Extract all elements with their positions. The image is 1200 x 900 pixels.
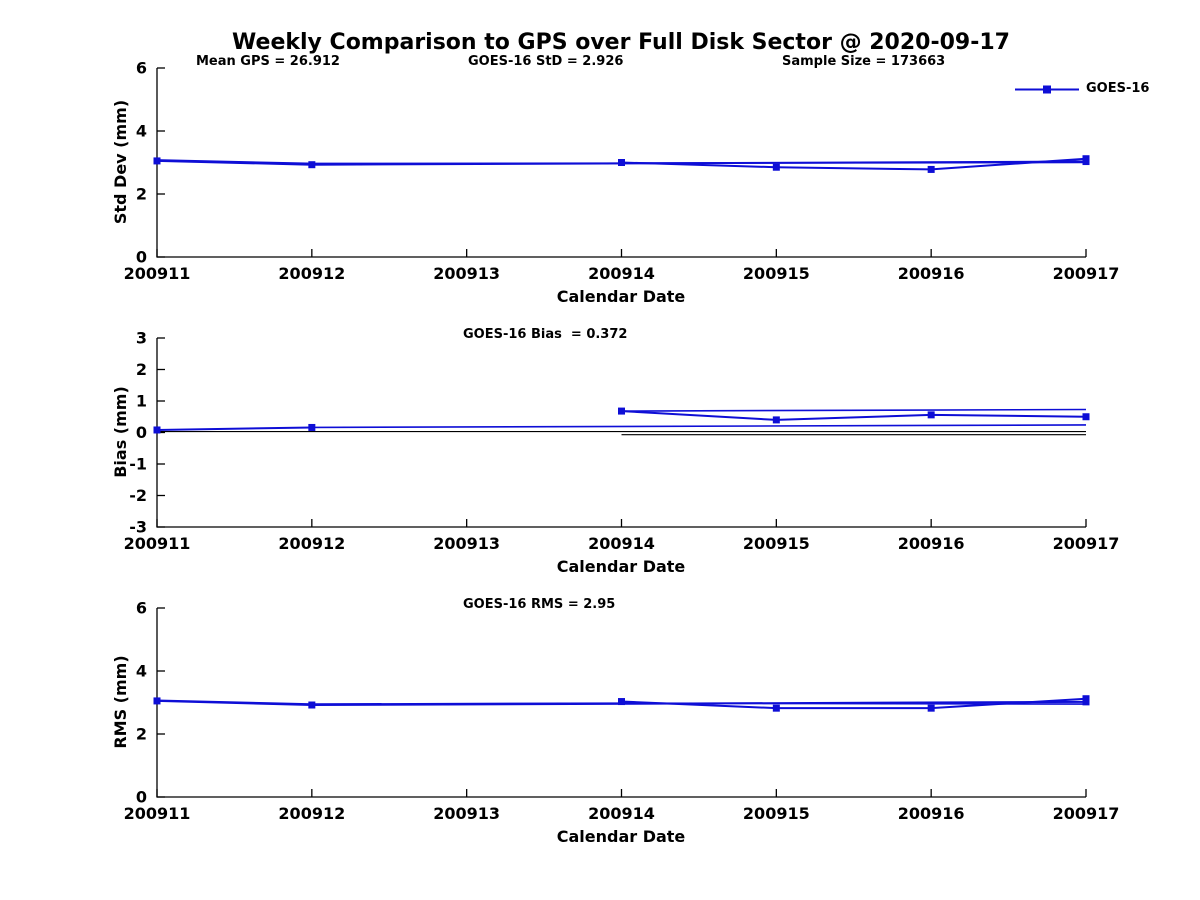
subplot-bias: -3 -2 -1 0 1 2 3 200911 200912 200913 200914 200915… — [124, 329, 1120, 554]
x-tick-label: 200916 — [898, 264, 965, 283]
y-tick-label: -1 — [129, 455, 147, 474]
x-tick-label: 200911 — [124, 804, 191, 823]
x-tick-label: 200914 — [588, 534, 655, 553]
x-tick-label: 200917 — [1053, 534, 1120, 553]
series-line-goes-16-week1-trace — [156, 159, 1087, 165]
x-tick-label: 200915 — [743, 804, 810, 823]
data-point-marker — [618, 159, 625, 166]
y-axis-label-std-dev: Std Dev (mm) — [110, 99, 130, 225]
y-tick-label: -2 — [129, 486, 147, 505]
data-point-marker — [927, 165, 935, 173]
x-tick-label: 200916 — [898, 534, 965, 553]
series-line-goes-16-week2-trace — [621, 408, 1087, 412]
y-axis-label-rms: RMS (mm) — [110, 655, 130, 749]
series-line-goes-16-week2 — [621, 157, 1087, 171]
page-title: Weekly Comparison to GPS over Full Disk … — [232, 30, 1010, 55]
series-line-goes-16-week1 — [156, 426, 312, 431]
y-tick-label: 2 — [136, 185, 147, 204]
data-point-marker — [927, 704, 935, 712]
y-tick-label: 4 — [136, 662, 147, 681]
y-tick-label: 2 — [136, 360, 147, 379]
y-tick-label: 2 — [136, 725, 147, 744]
x-tick-label: 200914 — [588, 264, 655, 283]
x-tick-label: 200912 — [278, 534, 345, 553]
data-point-marker — [618, 698, 625, 706]
series-line-goes-16-week2 — [621, 697, 1087, 710]
data-point-marker — [772, 704, 780, 712]
y-tick-label: 6 — [136, 599, 147, 618]
y-tick-label: 6 — [136, 59, 147, 78]
data-point-marker — [153, 426, 161, 434]
series-line-goes-16-week2 — [621, 410, 1087, 421]
y-tick-label: 0 — [136, 248, 147, 267]
y-axis-label-bias: Bias (mm) — [110, 386, 130, 478]
x-axis-label-3: Calendar Date — [556, 827, 686, 846]
annotation-mean-gps: Mean GPS = 26.912 — [196, 54, 340, 69]
x-tick-label: 200914 — [588, 804, 655, 823]
data-point-marker — [927, 411, 935, 419]
x-tick-label: 200913 — [433, 804, 500, 823]
data-point-marker — [1082, 413, 1090, 421]
y-tick-label: 0 — [136, 423, 147, 442]
series-line-goes-16-week1-trace — [311, 424, 1087, 429]
x-tick-label: 200913 — [433, 534, 500, 553]
y-tick-label: 1 — [136, 392, 147, 411]
legend-square-marker — [1043, 85, 1051, 94]
y-tick-label: 0 — [136, 788, 147, 807]
annotation-sample-size: Sample Size = 173663 — [782, 54, 946, 69]
y-tick-label: -3 — [129, 518, 147, 537]
series-line-goes-16-week1-trace — [156, 699, 1087, 705]
subplot-rms: 0 2 4 6 200911 200912 200913 200914 200915 200916… — [124, 599, 1120, 824]
x-tick-label: 200917 — [1053, 804, 1120, 823]
y-tick-label: 3 — [136, 329, 147, 348]
x-tick-label: 200911 — [124, 264, 191, 283]
data-point-marker — [308, 701, 316, 709]
annotation-goes16-std: GOES-16 StD = 2.926 — [468, 54, 624, 69]
x-tick-label: 200916 — [898, 804, 965, 823]
subplot-title-bias: GOES-16 Bias = 0.372 — [463, 327, 628, 342]
x-tick-label: 200915 — [743, 264, 810, 283]
data-point-marker — [1082, 695, 1090, 703]
legend-label: GOES-16 — [1086, 81, 1150, 96]
data-point-marker — [772, 416, 780, 424]
y-tick-label: 4 — [136, 122, 147, 141]
data-point-marker — [1082, 155, 1090, 163]
axis-spines — [156, 338, 1086, 528]
subplot-title-rms: GOES-16 RMS = 2.95 — [463, 597, 616, 612]
x-tick-label: 200911 — [124, 534, 191, 553]
legend-marker-icon — [1015, 85, 1079, 94]
x-tick-label: 200915 — [743, 534, 810, 553]
x-axis-label-2: Calendar Date — [556, 557, 686, 576]
x-tick-label: 200912 — [278, 804, 345, 823]
data-point-marker — [772, 163, 780, 171]
data-point-marker — [308, 161, 316, 169]
subplot-std-dev: 0 2 4 6 200911 200912 200913 200914 200915 200916… — [124, 59, 1120, 284]
x-tick-label: 200917 — [1053, 264, 1120, 283]
x-tick-label: 200913 — [433, 264, 500, 283]
x-axis-label-1: Calendar Date — [556, 287, 686, 306]
data-point-marker — [153, 157, 161, 165]
x-tick-label: 200912 — [278, 264, 345, 283]
